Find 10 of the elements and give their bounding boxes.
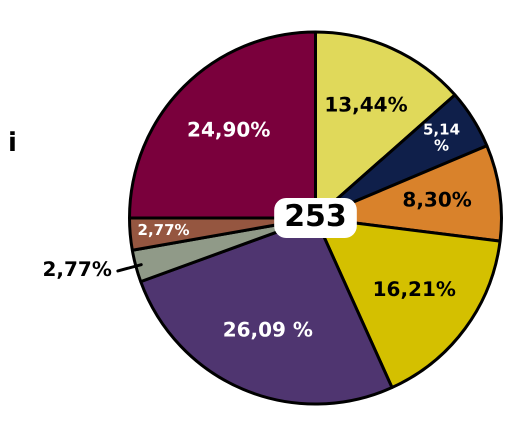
- data-label: 24,90%: [187, 117, 270, 142]
- data-label: 2,77%: [138, 221, 190, 240]
- text: 253: [284, 198, 347, 234]
- text: i: [8, 128, 17, 158]
- data-label: 13,44%: [324, 92, 408, 116]
- data-label: 8,30%: [402, 187, 472, 212]
- data-label: 26,09 %: [222, 317, 313, 342]
- data-label: 2,77%: [42, 257, 112, 282]
- data-label: 16,21%: [372, 277, 456, 302]
- data-label: 5,14 %: [422, 120, 460, 155]
